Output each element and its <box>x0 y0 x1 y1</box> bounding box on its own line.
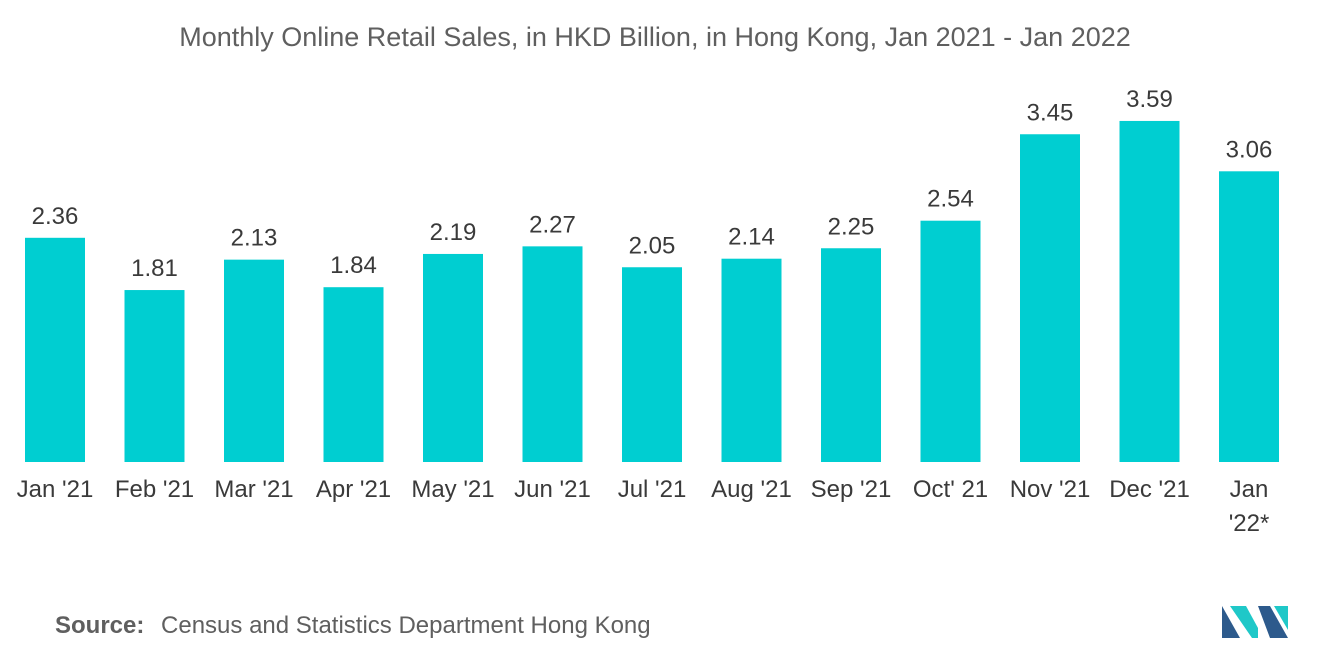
value-label-2: 2.13 <box>231 225 278 252</box>
bar-3 <box>323 287 384 462</box>
bar-9 <box>920 220 981 462</box>
bar-11 <box>1119 120 1180 462</box>
source-note: Source: Census and Statistics Department… <box>55 612 651 640</box>
x-tick-label-4: May '21 <box>411 476 494 503</box>
x-tick-label-12-line-1: '22* <box>1229 510 1270 537</box>
bar-7 <box>721 258 782 462</box>
x-tick-label-11: Dec '21 <box>1109 476 1190 503</box>
x-tick-label-1: Feb '21 <box>115 476 194 503</box>
value-labels-group: 2.36 1.81 2.13 1.84 2.19 2.27 2.05 2.14 2.25 2.54… <box>32 86 1273 282</box>
bar-chart: 2.36 1.81 2.13 1.84 2.19 2.27 2.05 2.14 2.25 2.54… <box>17 86 1279 537</box>
x-tick-label-12-line-0: Jan <box>1230 476 1269 503</box>
source-text: Census and Statistics Department Hong Ko… <box>161 612 651 639</box>
x-tick-labels-group: Jan '21 Feb '21 Mar '21 Apr '21 May '21 Jun '… <box>17 476 1270 537</box>
value-label-9: 2.54 <box>927 186 974 213</box>
logo-shape-right <box>1258 606 1288 638</box>
value-label-1: 1.81 <box>131 255 178 282</box>
chart-title: Monthly Online Retail Sales, in HKD Bill… <box>179 22 1131 52</box>
bar-10 <box>1020 134 1080 462</box>
x-tick-label-10: Nov '21 <box>1010 476 1091 503</box>
x-tick-label-2: Mar '21 <box>214 476 293 503</box>
value-label-0: 2.36 <box>32 203 79 230</box>
bar-6 <box>622 267 682 462</box>
bar-0 <box>25 237 85 462</box>
logo-shape-corner <box>1274 606 1288 630</box>
bar-1 <box>124 290 185 462</box>
value-label-4: 2.19 <box>430 219 477 246</box>
value-label-8: 2.25 <box>828 213 875 240</box>
x-tick-label-5: Jun '21 <box>514 476 591 503</box>
value-label-6: 2.05 <box>629 232 676 259</box>
value-label-12: 3.06 <box>1226 136 1273 163</box>
bar-12 <box>1219 171 1279 463</box>
bar-2 <box>224 259 284 462</box>
x-tick-label-9: Oct' 21 <box>913 476 988 503</box>
bars-group <box>25 120 1279 463</box>
value-label-3: 1.84 <box>330 252 377 279</box>
value-label-11: 3.59 <box>1126 86 1173 113</box>
value-label-5: 2.27 <box>529 211 576 238</box>
bar-4 <box>423 253 483 462</box>
x-tick-label-0: Jan '21 <box>17 476 94 503</box>
x-tick-label-7: Aug '21 <box>711 476 792 503</box>
logo-shape-left <box>1222 606 1240 638</box>
x-tick-label-6: Jul '21 <box>618 476 687 503</box>
value-label-10: 3.45 <box>1027 99 1074 126</box>
bar-8 <box>821 248 881 462</box>
mordor-intelligence-logo-icon <box>1222 606 1288 638</box>
x-tick-label-3: Apr '21 <box>316 476 391 503</box>
x-tick-label-8: Sep '21 <box>811 476 892 503</box>
bar-5 <box>522 246 583 462</box>
value-label-7: 2.14 <box>728 224 775 251</box>
logo-shape-middle <box>1230 606 1258 638</box>
source-label: Source: <box>55 612 145 639</box>
